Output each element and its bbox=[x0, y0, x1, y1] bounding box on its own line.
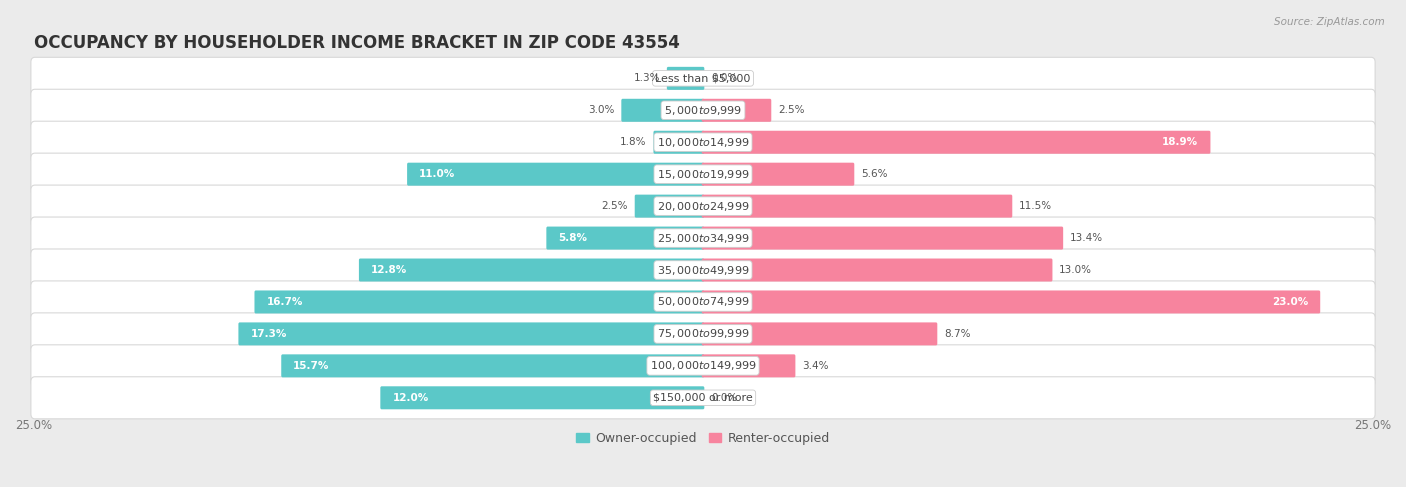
Text: 11.0%: 11.0% bbox=[419, 169, 456, 179]
FancyBboxPatch shape bbox=[702, 99, 772, 122]
Text: 8.7%: 8.7% bbox=[943, 329, 970, 339]
FancyBboxPatch shape bbox=[254, 290, 704, 314]
FancyBboxPatch shape bbox=[702, 195, 1012, 218]
Text: 3.4%: 3.4% bbox=[801, 361, 828, 371]
FancyBboxPatch shape bbox=[31, 185, 1375, 227]
FancyBboxPatch shape bbox=[702, 131, 1211, 154]
FancyBboxPatch shape bbox=[702, 355, 796, 377]
FancyBboxPatch shape bbox=[621, 99, 704, 122]
FancyBboxPatch shape bbox=[634, 195, 704, 218]
FancyBboxPatch shape bbox=[281, 355, 704, 377]
Text: Source: ZipAtlas.com: Source: ZipAtlas.com bbox=[1274, 17, 1385, 27]
FancyBboxPatch shape bbox=[702, 259, 1053, 281]
Text: 5.6%: 5.6% bbox=[860, 169, 887, 179]
FancyBboxPatch shape bbox=[666, 67, 704, 90]
Text: $75,000 to $99,999: $75,000 to $99,999 bbox=[657, 327, 749, 340]
FancyBboxPatch shape bbox=[702, 322, 938, 345]
Text: $25,000 to $34,999: $25,000 to $34,999 bbox=[657, 232, 749, 244]
FancyBboxPatch shape bbox=[31, 89, 1375, 131]
Text: $15,000 to $19,999: $15,000 to $19,999 bbox=[657, 168, 749, 181]
FancyBboxPatch shape bbox=[31, 249, 1375, 291]
FancyBboxPatch shape bbox=[31, 377, 1375, 419]
FancyBboxPatch shape bbox=[31, 153, 1375, 195]
Text: $50,000 to $74,999: $50,000 to $74,999 bbox=[657, 296, 749, 308]
Text: 3.0%: 3.0% bbox=[588, 105, 614, 115]
FancyBboxPatch shape bbox=[381, 386, 704, 409]
Text: 5.8%: 5.8% bbox=[558, 233, 588, 243]
Text: 0.0%: 0.0% bbox=[711, 74, 737, 83]
Text: $35,000 to $49,999: $35,000 to $49,999 bbox=[657, 263, 749, 277]
FancyBboxPatch shape bbox=[654, 131, 704, 154]
Text: 23.0%: 23.0% bbox=[1272, 297, 1308, 307]
FancyBboxPatch shape bbox=[239, 322, 704, 345]
Text: $150,000 or more: $150,000 or more bbox=[654, 393, 752, 403]
FancyBboxPatch shape bbox=[408, 163, 704, 186]
FancyBboxPatch shape bbox=[547, 226, 704, 249]
Text: 18.9%: 18.9% bbox=[1163, 137, 1198, 147]
Text: 2.5%: 2.5% bbox=[602, 201, 628, 211]
Text: 13.0%: 13.0% bbox=[1059, 265, 1092, 275]
Text: OCCUPANCY BY HOUSEHOLDER INCOME BRACKET IN ZIP CODE 43554: OCCUPANCY BY HOUSEHOLDER INCOME BRACKET … bbox=[34, 35, 679, 53]
FancyBboxPatch shape bbox=[31, 217, 1375, 259]
FancyBboxPatch shape bbox=[702, 226, 1063, 249]
Text: 16.7%: 16.7% bbox=[267, 297, 302, 307]
Text: 12.8%: 12.8% bbox=[371, 265, 408, 275]
Text: $100,000 to $149,999: $100,000 to $149,999 bbox=[650, 359, 756, 373]
Text: $5,000 to $9,999: $5,000 to $9,999 bbox=[664, 104, 742, 117]
Text: 17.3%: 17.3% bbox=[250, 329, 287, 339]
Text: 1.8%: 1.8% bbox=[620, 137, 647, 147]
FancyBboxPatch shape bbox=[31, 281, 1375, 323]
FancyBboxPatch shape bbox=[359, 259, 704, 281]
Text: 0.0%: 0.0% bbox=[711, 393, 737, 403]
Text: Less than $5,000: Less than $5,000 bbox=[655, 74, 751, 83]
Legend: Owner-occupied, Renter-occupied: Owner-occupied, Renter-occupied bbox=[571, 427, 835, 450]
FancyBboxPatch shape bbox=[31, 57, 1375, 99]
Text: 15.7%: 15.7% bbox=[294, 361, 329, 371]
Text: 2.5%: 2.5% bbox=[778, 105, 804, 115]
Text: 1.3%: 1.3% bbox=[634, 74, 661, 83]
Text: 11.5%: 11.5% bbox=[1019, 201, 1052, 211]
FancyBboxPatch shape bbox=[702, 290, 1320, 314]
FancyBboxPatch shape bbox=[702, 163, 855, 186]
Text: 13.4%: 13.4% bbox=[1070, 233, 1102, 243]
Text: 12.0%: 12.0% bbox=[392, 393, 429, 403]
FancyBboxPatch shape bbox=[31, 313, 1375, 355]
Text: $10,000 to $14,999: $10,000 to $14,999 bbox=[657, 136, 749, 149]
Text: $20,000 to $24,999: $20,000 to $24,999 bbox=[657, 200, 749, 213]
FancyBboxPatch shape bbox=[31, 345, 1375, 387]
FancyBboxPatch shape bbox=[31, 121, 1375, 163]
